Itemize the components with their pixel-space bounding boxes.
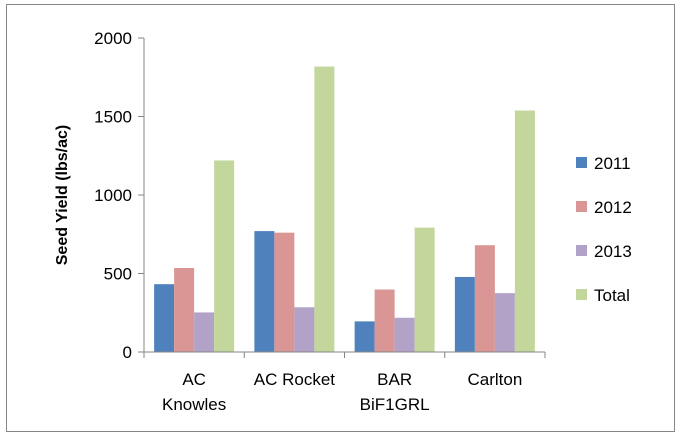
bar-2011-3 — [454, 276, 475, 352]
bar-total-0 — [214, 160, 235, 352]
y-tick-label: 1500 — [94, 108, 132, 127]
bar-total-2 — [414, 227, 435, 352]
bar-total-1 — [314, 66, 335, 352]
y-tick-label: 1000 — [94, 186, 132, 205]
bar-2012-1 — [274, 232, 295, 352]
y-tick-label: 0 — [123, 343, 132, 362]
bar-2013-0 — [194, 312, 215, 352]
y-tick-label: 2000 — [94, 29, 132, 48]
bar-2013-1 — [294, 307, 315, 352]
x-category-label: AC Knowles — [162, 370, 226, 414]
x-category-label: AC Rocket — [254, 370, 336, 389]
bar-2011-1 — [254, 231, 275, 352]
bar-2013-2 — [394, 317, 415, 352]
bar-2012-2 — [374, 289, 395, 352]
legend-swatch-2013 — [576, 245, 587, 256]
legend-swatch-2011 — [576, 157, 587, 168]
bar-2011-2 — [354, 321, 375, 352]
legend-swatch-total — [576, 289, 587, 300]
x-category-label: Carlton — [467, 370, 522, 389]
legend-label-2012: 2012 — [594, 198, 632, 217]
bar-total-3 — [514, 110, 535, 352]
y-axis-title: Seed Yield (lbs/ac) — [54, 125, 71, 266]
legend-label-2011: 2011 — [594, 154, 631, 173]
bar-2012-0 — [174, 268, 195, 352]
legend-label-2013: 2013 — [594, 242, 632, 261]
legend-label-total: Total — [594, 286, 630, 305]
y-tick-label: 500 — [104, 265, 132, 284]
chart-frame — [6, 4, 675, 432]
x-category-label: BAR BiF1GRL — [360, 370, 430, 414]
bar-2011-0 — [154, 284, 175, 352]
bar-2013-3 — [494, 293, 515, 352]
bar-2012-3 — [474, 245, 495, 352]
legend-swatch-2012 — [576, 201, 587, 212]
